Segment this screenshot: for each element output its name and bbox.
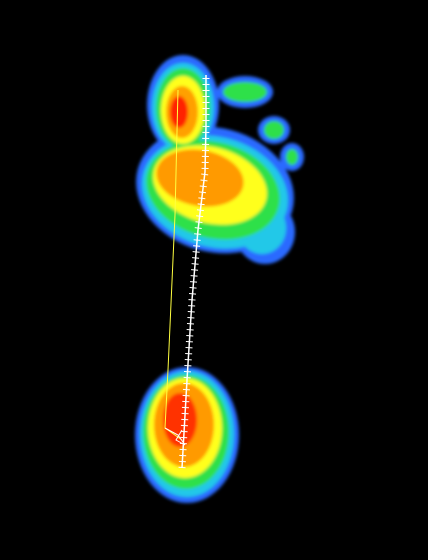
yellow-trace xyxy=(164,89,183,441)
heel-trace xyxy=(164,427,186,446)
toe2-green xyxy=(223,82,267,102)
toe4-green xyxy=(286,149,298,165)
heel-red xyxy=(163,393,197,447)
ball-orange xyxy=(156,149,244,207)
forefoot xyxy=(136,55,304,264)
toe-red xyxy=(170,96,188,128)
heel xyxy=(135,367,239,503)
center-of-pressure-line xyxy=(181,75,207,469)
toe3-green xyxy=(264,121,284,139)
